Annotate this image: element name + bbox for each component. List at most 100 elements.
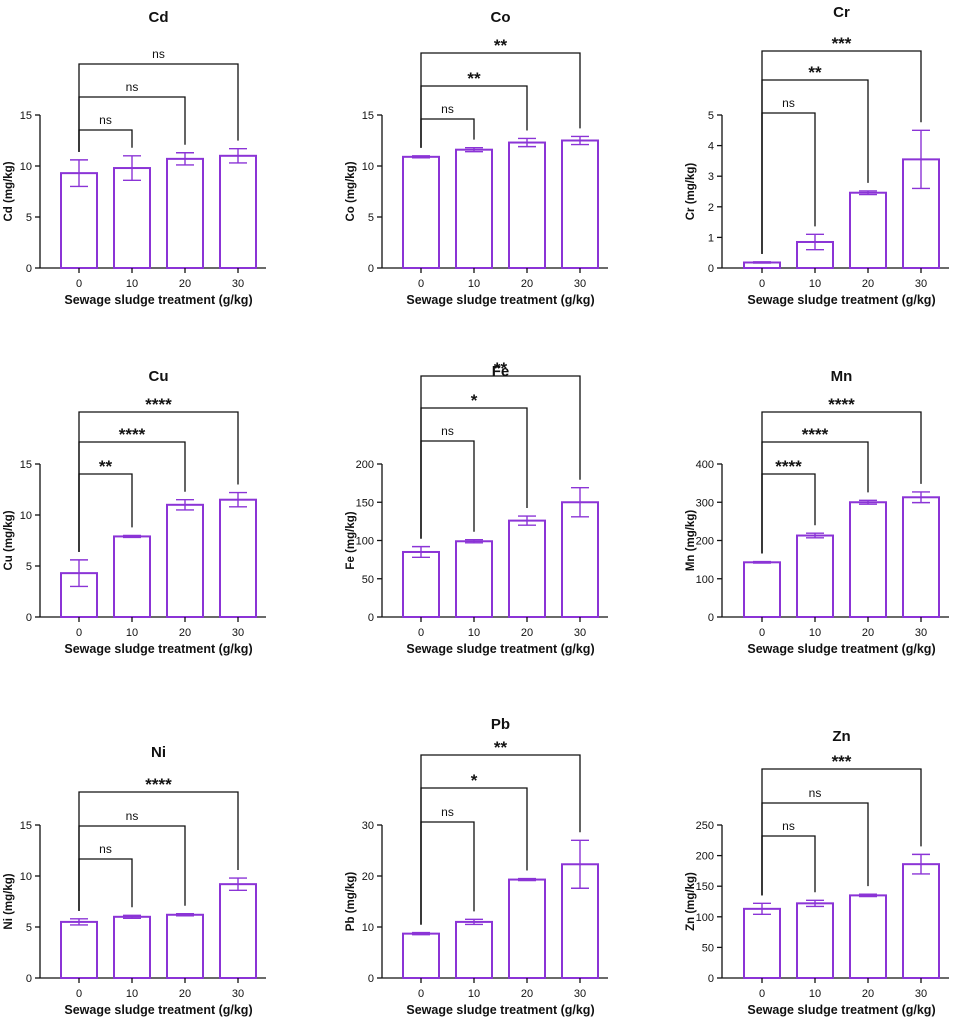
x-tick-label: 30 <box>915 278 927 290</box>
y-tick-label: 250 <box>696 820 714 832</box>
y-tick-label: 10 <box>362 922 374 934</box>
significance-label: * <box>471 391 478 410</box>
y-axis-label: Mn (mg/kg) <box>685 510 697 571</box>
bar-20 <box>166 503 204 618</box>
bar-30 <box>902 496 940 618</box>
x-tick-label: 30 <box>232 278 244 290</box>
y-tick-label: 1 <box>708 232 714 244</box>
significance-bracket <box>420 821 475 925</box>
x-tick-label: 20 <box>521 627 533 639</box>
bar-0 <box>60 172 98 269</box>
chart-title: Co <box>491 9 511 26</box>
significance-label: *** <box>832 34 852 53</box>
bar-10 <box>113 915 151 979</box>
chart-title: Cu <box>149 368 169 385</box>
y-tick-label: 15 <box>20 820 32 832</box>
y-tick-label: 200 <box>696 536 714 548</box>
significance-bracket <box>420 375 581 539</box>
y-tick-label: 15 <box>20 110 32 122</box>
bar-0 <box>402 155 440 270</box>
x-tick-label: 20 <box>179 988 191 1000</box>
significance-label: ns <box>441 424 454 438</box>
y-tick-label: 0 <box>368 263 374 275</box>
y-tick-label: 10 <box>362 161 374 173</box>
significance-label: * <box>471 771 478 790</box>
y-tick-label: 10 <box>20 871 32 883</box>
y-tick-label: 150 <box>696 881 714 893</box>
x-tick-label: 30 <box>574 988 586 1000</box>
x-tick-label: 30 <box>232 627 244 639</box>
y-axis-label: Ni (mg/kg) <box>3 873 15 929</box>
y-tick-label: 0 <box>708 612 714 624</box>
significance-bracket <box>78 411 239 552</box>
y-tick-label: 0 <box>708 973 714 985</box>
x-tick-label: 20 <box>179 278 191 290</box>
y-tick-label: 5 <box>368 212 374 224</box>
significance-label: ns <box>152 47 165 61</box>
significance-label: ns <box>99 113 112 127</box>
x-tick-label: 30 <box>574 627 586 639</box>
significance-bracket <box>761 835 816 896</box>
x-axis-label: Sewage sludge treatment (g/kg) <box>64 642 252 656</box>
bar-10 <box>796 902 834 979</box>
y-tick-label: 10 <box>20 161 32 173</box>
bar-20 <box>849 894 887 980</box>
x-tick-label: 0 <box>759 278 765 290</box>
x-tick-label: 0 <box>76 627 82 639</box>
y-tick-label: 0 <box>26 612 32 624</box>
significance-bracket <box>420 754 581 925</box>
x-tick-label: 20 <box>521 988 533 1000</box>
x-tick-label: 30 <box>915 627 927 639</box>
significance-bracket <box>78 858 133 911</box>
chart-title: Cr <box>833 4 850 21</box>
y-tick-label: 0 <box>708 263 714 275</box>
y-tick-label: 50 <box>362 574 374 586</box>
significance-label: **** <box>145 775 172 794</box>
bar-0 <box>60 920 98 980</box>
significance-label: **** <box>802 425 829 444</box>
bar-10 <box>455 540 493 619</box>
y-tick-label: 50 <box>702 942 714 954</box>
bar-0 <box>402 550 440 618</box>
significance-label: ns <box>782 819 795 833</box>
bar-30 <box>561 501 599 618</box>
significance-bracket <box>78 63 239 152</box>
chart-panel-mn: Mn 0 100 200 300 400 Mn (mg/kg) 0 10 20 30 Sewage s… <box>685 368 949 656</box>
significance-label: ** <box>494 36 508 55</box>
significance-label: **** <box>775 457 802 476</box>
significance-label: ns <box>126 80 139 94</box>
bar-20 <box>508 141 546 269</box>
significance-label: ns <box>441 805 454 819</box>
significance-label: *** <box>832 752 852 771</box>
y-tick-label: 10 <box>20 510 32 522</box>
chart-title: Zn <box>832 728 850 745</box>
significance-label: ** <box>808 63 822 82</box>
x-tick-label: 30 <box>232 988 244 1000</box>
y-tick-label: 0 <box>26 973 32 985</box>
significance-label: ns <box>782 96 795 110</box>
significance-bracket <box>78 129 133 152</box>
significance-bracket <box>420 440 475 539</box>
x-tick-label: 10 <box>126 627 138 639</box>
x-tick-label: 0 <box>76 278 82 290</box>
bar-0 <box>743 561 781 618</box>
y-tick-label: 200 <box>696 851 714 863</box>
y-tick-label: 400 <box>696 459 714 471</box>
y-tick-label: 30 <box>362 820 374 832</box>
significance-label: ns <box>809 786 822 800</box>
x-tick-label: 0 <box>76 988 82 1000</box>
chart-title: Pb <box>491 716 510 733</box>
x-axis-label: Sewage sludge treatment (g/kg) <box>747 293 935 307</box>
bar-10 <box>455 148 493 269</box>
bar-30 <box>219 154 257 269</box>
x-tick-label: 10 <box>809 278 821 290</box>
bar-20 <box>508 519 546 618</box>
significance-label: ** <box>99 457 113 476</box>
bar-30 <box>219 883 257 979</box>
x-tick-label: 10 <box>468 278 480 290</box>
x-tick-label: 0 <box>418 988 424 1000</box>
y-axis-label: Zn (mg/kg) <box>685 872 697 931</box>
chart-title: Ni <box>151 744 166 761</box>
y-axis-label: Pb (mg/kg) <box>345 872 357 932</box>
